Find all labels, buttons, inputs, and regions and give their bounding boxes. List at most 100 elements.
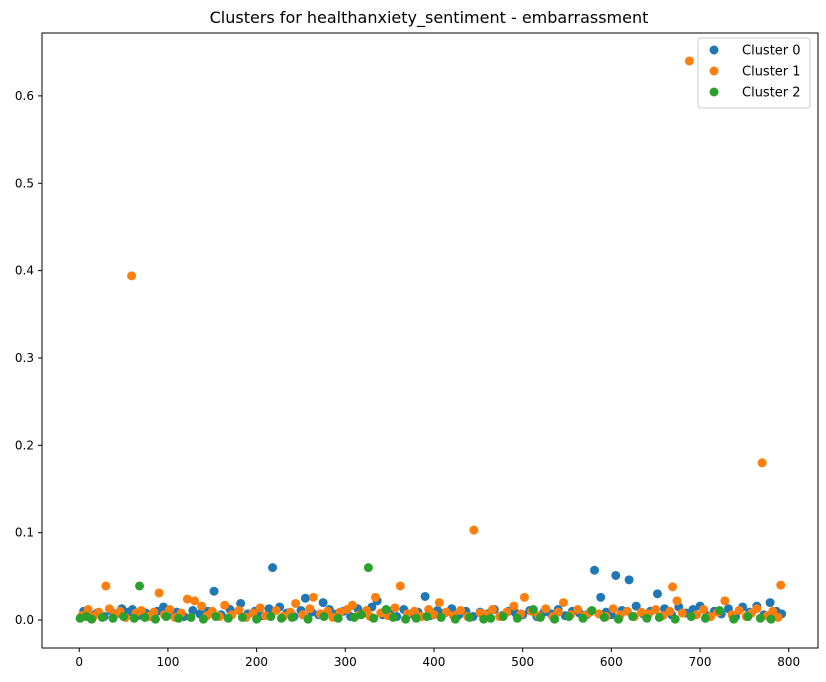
- cluster-2-point: [224, 614, 233, 623]
- cluster-1-point: [396, 581, 405, 590]
- cluster-2-point: [701, 614, 710, 623]
- x-tick-label: 400: [423, 655, 446, 669]
- cluster-2-point: [550, 615, 559, 624]
- y-tick-label: 0.3: [15, 351, 34, 365]
- cluster-2-point: [151, 615, 160, 624]
- y-tick-label: 0.4: [15, 264, 34, 278]
- cluster-0-point: [766, 598, 775, 607]
- cluster-0-point: [301, 594, 310, 603]
- cluster-2-point: [119, 612, 128, 621]
- cluster-2-point: [186, 613, 195, 622]
- cluster-1-point: [348, 601, 357, 610]
- cluster-1-point: [609, 604, 618, 613]
- y-tick-label: 0.6: [15, 89, 34, 103]
- cluster-1-point: [197, 602, 206, 611]
- cluster-1-point: [668, 582, 677, 591]
- cluster-2-point: [587, 606, 596, 615]
- cluster-1-point: [520, 593, 529, 602]
- y-tick-label: 0.5: [15, 176, 34, 190]
- cluster-1-point: [678, 609, 687, 618]
- cluster-0-point: [421, 592, 430, 601]
- legend-label: Cluster 0: [742, 44, 801, 59]
- x-tick-label: 500: [511, 655, 534, 669]
- cluster-1-point: [752, 604, 761, 613]
- x-tick-label: 0: [75, 655, 83, 669]
- cluster-1-point: [559, 598, 568, 607]
- cluster-2-point: [135, 581, 144, 590]
- cluster-2-point: [369, 614, 378, 623]
- cluster-1-point: [651, 605, 660, 614]
- cluster-2-point: [357, 610, 366, 619]
- cluster-1-point: [155, 588, 164, 597]
- y-tick-label: 0.1: [15, 526, 34, 540]
- cluster-0-point: [268, 563, 277, 572]
- cluster-2-point: [412, 614, 421, 623]
- cluster-1-point: [256, 603, 265, 612]
- cluster-2-point: [87, 615, 96, 624]
- cluster-2-point: [422, 612, 431, 621]
- cluster-2-point: [304, 615, 313, 624]
- legend-marker: [710, 67, 719, 76]
- cluster-1-point: [665, 607, 674, 616]
- cluster-2-point: [320, 612, 329, 621]
- cluster-2-point: [628, 612, 637, 621]
- cluster-1-point: [127, 271, 136, 280]
- x-tick-label: 300: [334, 655, 357, 669]
- cluster-0-point: [596, 593, 605, 602]
- cluster-0-point: [590, 566, 599, 575]
- cluster-2-point: [98, 613, 107, 622]
- cluster-2-point: [130, 614, 139, 623]
- cluster-1-point: [685, 56, 694, 65]
- cluster-2-point: [756, 614, 765, 623]
- y-tick-label: 0.2: [15, 438, 34, 452]
- cluster-1-point: [735, 606, 744, 615]
- cluster-2-point: [288, 613, 297, 622]
- cluster-2-point: [687, 612, 696, 621]
- cluster-2-point: [513, 614, 522, 623]
- cluster-2-point: [486, 614, 495, 623]
- cluster-2-point: [715, 606, 724, 615]
- cluster-2-point: [600, 613, 609, 622]
- cluster-1-point: [672, 596, 681, 605]
- cluster-1-point: [371, 593, 380, 602]
- cluster-1-point: [541, 604, 550, 613]
- cluster-1-point: [291, 599, 300, 608]
- cluster-2-point: [437, 613, 446, 622]
- cluster-1-point: [456, 606, 465, 615]
- legend: Cluster 0Cluster 1Cluster 2: [698, 38, 810, 108]
- cluster-2-point: [211, 612, 220, 621]
- cluster-2-point: [767, 615, 776, 624]
- cluster-2-point: [401, 615, 410, 624]
- cluster-1-point: [488, 605, 497, 614]
- cluster-2-point: [536, 613, 545, 622]
- cluster-2-point: [743, 612, 752, 621]
- legend-marker: [710, 88, 719, 97]
- legend-marker: [710, 46, 719, 55]
- legend-label: Cluster 2: [742, 86, 801, 101]
- cluster-2-point: [162, 612, 171, 621]
- chart-title: Clusters for healthanxiety_sentiment - e…: [210, 8, 649, 28]
- cluster-2-point: [465, 613, 474, 622]
- cluster-2-point: [389, 613, 398, 622]
- x-tick-label: 700: [689, 655, 712, 669]
- cluster-2-point: [108, 614, 117, 623]
- cluster-2-point: [238, 613, 247, 622]
- x-tick-label: 800: [777, 655, 800, 669]
- cluster-1-point: [720, 596, 729, 605]
- cluster-2-point: [277, 614, 286, 623]
- cluster-2-point: [252, 615, 261, 624]
- cluster-2-point: [451, 615, 460, 624]
- cluster-1-point: [101, 581, 110, 590]
- x-tick-label: 100: [156, 655, 179, 669]
- cluster-0-point: [611, 571, 620, 580]
- cluster-2-point: [364, 563, 373, 572]
- cluster-2-point: [529, 605, 538, 614]
- cluster-0-point: [653, 589, 662, 598]
- cluster-2-point: [334, 614, 343, 623]
- cluster-2-point: [499, 612, 508, 621]
- cluster-1-point: [309, 593, 318, 602]
- cluster-2-point: [199, 615, 208, 624]
- cluster-2-point: [140, 613, 149, 622]
- cluster-2-point: [564, 612, 573, 621]
- cluster-1-point: [390, 603, 399, 612]
